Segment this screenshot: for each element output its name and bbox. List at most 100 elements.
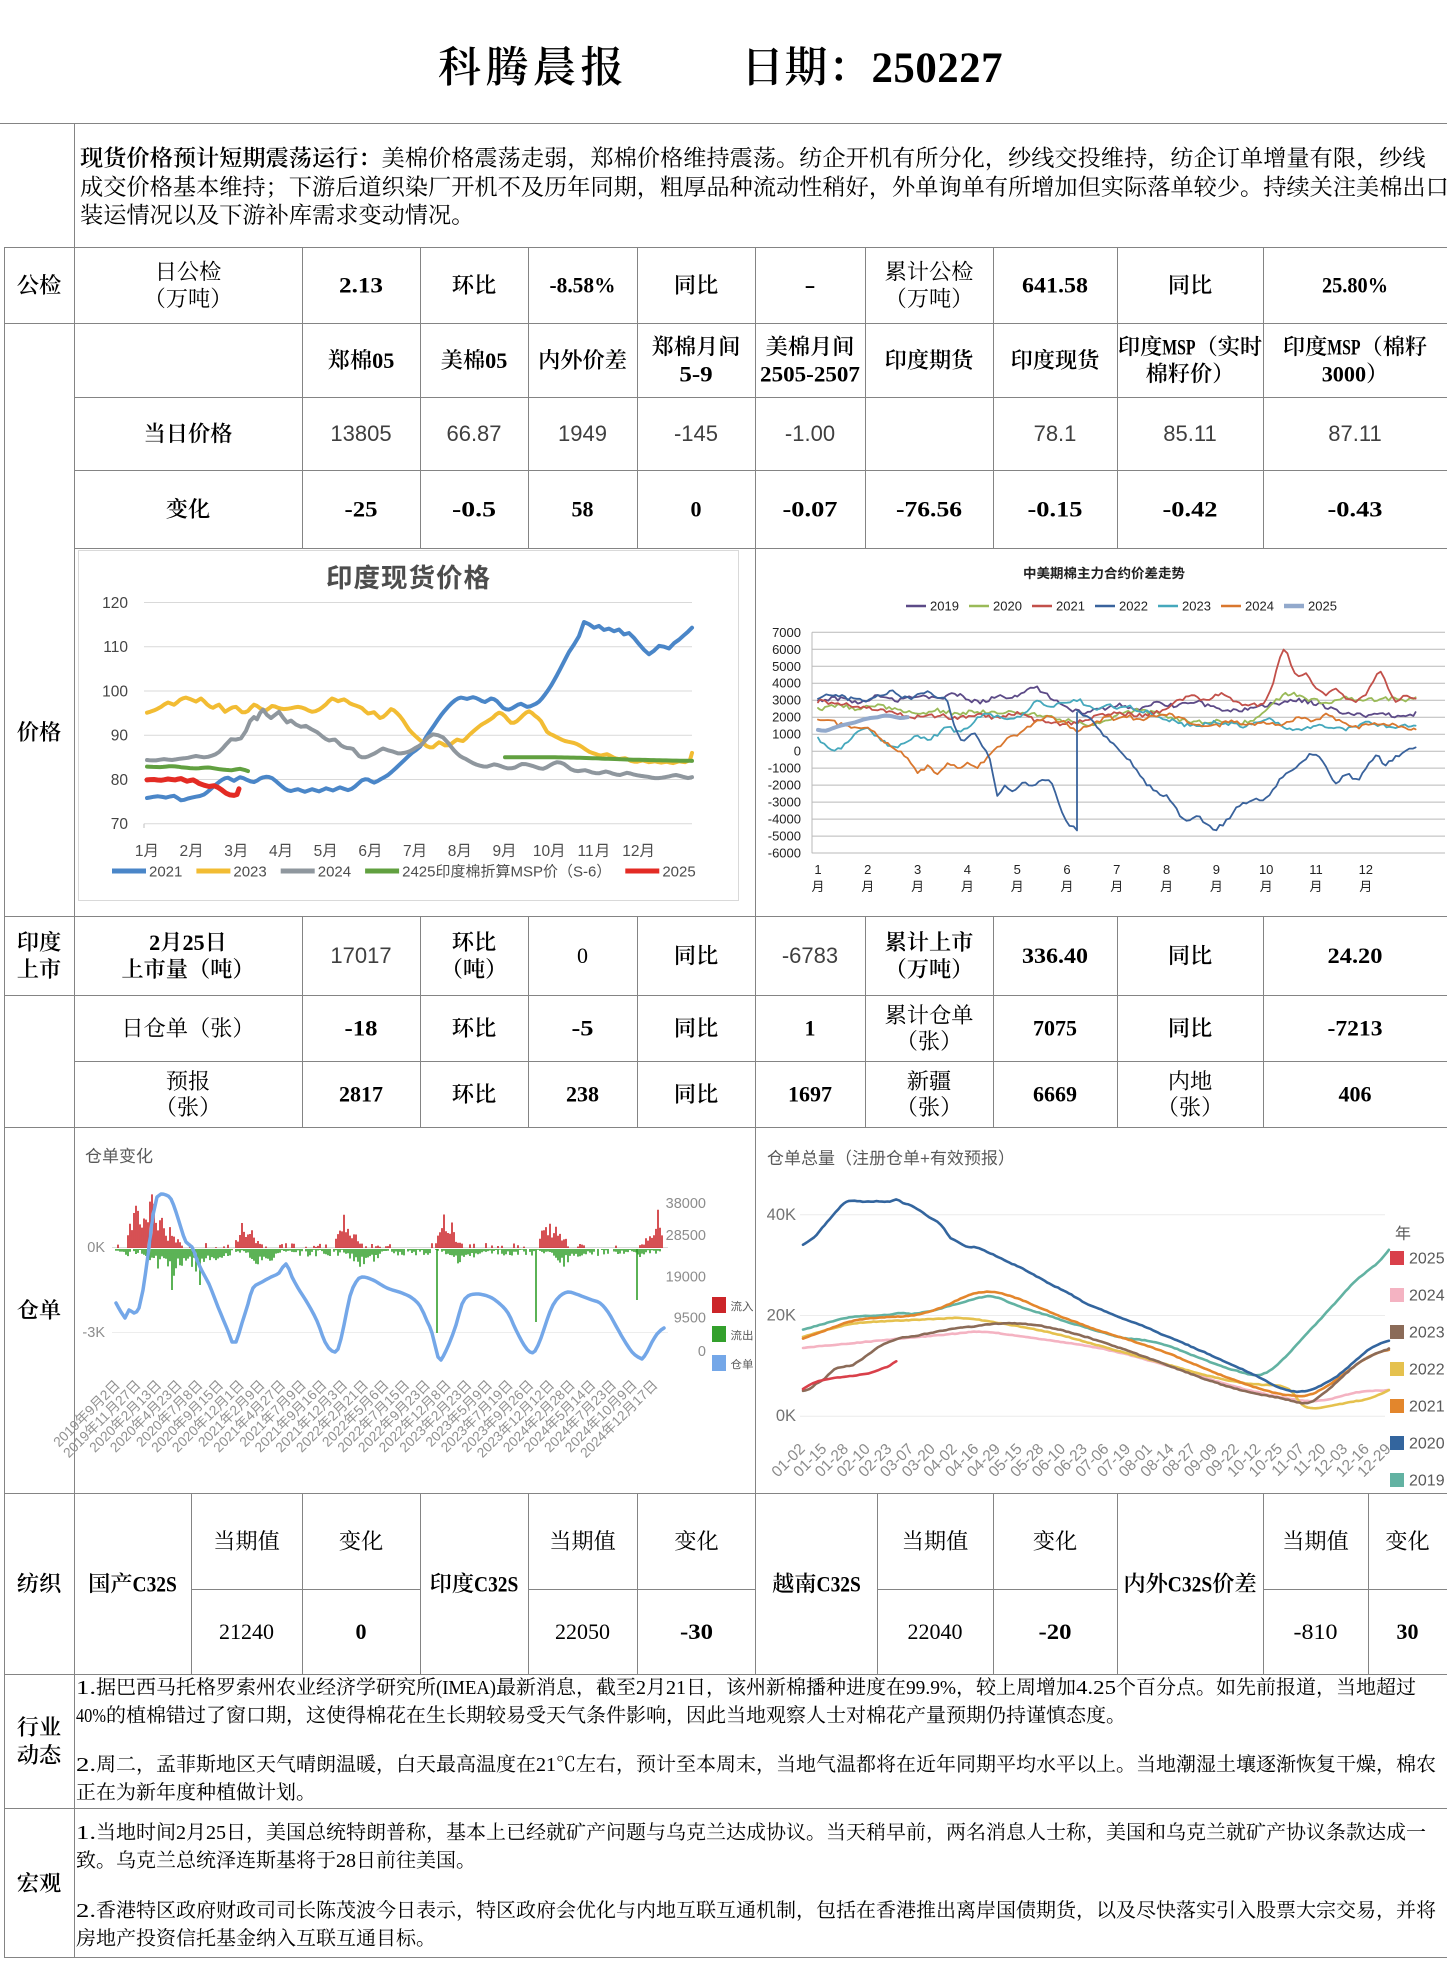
- svg-text:70: 70: [111, 816, 129, 833]
- svg-text:406: 406: [1339, 1082, 1372, 1107]
- svg-text:17017: 17017: [330, 943, 391, 968]
- svg-text:-76.56: -76.56: [896, 497, 962, 522]
- svg-text:1000: 1000: [772, 727, 801, 742]
- svg-text:0K: 0K: [776, 1407, 796, 1425]
- svg-text:21240: 21240: [219, 1619, 274, 1644]
- svg-text:28: 28: [336, 1850, 356, 1872]
- svg-text:-18: -18: [345, 1016, 378, 1041]
- svg-text:1: 1: [135, 843, 144, 860]
- svg-text:0: 0: [356, 1619, 367, 1644]
- svg-text:2024: 2024: [1409, 1288, 1445, 1305]
- svg-text:10: 10: [1259, 862, 1273, 877]
- svg-text:2817: 2817: [339, 1082, 383, 1107]
- svg-text:-1000: -1000: [768, 761, 801, 776]
- svg-text:2025: 2025: [1308, 599, 1337, 614]
- svg-text:2025: 2025: [1409, 1251, 1445, 1268]
- svg-text:1: 1: [805, 1016, 816, 1041]
- svg-text:-0.15: -0.15: [1028, 497, 1083, 522]
- svg-text:3: 3: [224, 843, 233, 860]
- svg-text:MSP: MSP: [1327, 334, 1360, 359]
- svg-text:2023: 2023: [1409, 1325, 1445, 1342]
- svg-text:1697: 1697: [788, 1082, 832, 1107]
- svg-text:20K: 20K: [767, 1307, 796, 1325]
- svg-text:90: 90: [111, 728, 129, 745]
- svg-text:250227: 250227: [872, 45, 1004, 92]
- svg-text:6: 6: [1063, 862, 1070, 877]
- svg-text:1.: 1.: [76, 1822, 96, 1844]
- svg-text:336.40: 336.40: [1022, 943, 1088, 968]
- svg-text:6: 6: [358, 843, 367, 860]
- svg-text:0: 0: [577, 943, 588, 968]
- svg-text:21: 21: [666, 1677, 686, 1699]
- svg-text:4000: 4000: [772, 676, 801, 691]
- svg-text:641.58: 641.58: [1022, 273, 1088, 298]
- svg-text:(IMEA): (IMEA): [436, 1677, 496, 1699]
- svg-text:1949: 1949: [558, 421, 607, 446]
- svg-text:-8.58%: -8.58%: [550, 273, 616, 298]
- svg-text:12: 12: [622, 843, 639, 860]
- svg-text:-6000: -6000: [768, 846, 801, 861]
- svg-text:-25: -25: [345, 497, 378, 522]
- svg-text:2000: 2000: [772, 710, 801, 725]
- svg-text:2025: 2025: [662, 864, 695, 881]
- svg-text:2021: 2021: [1056, 599, 1085, 614]
- svg-text:2020: 2020: [993, 599, 1022, 614]
- svg-text:C32S: C32S: [474, 1571, 518, 1596]
- svg-text:3000: 3000: [1322, 361, 1366, 386]
- svg-text:80: 80: [111, 772, 129, 789]
- svg-text:-5000: -5000: [768, 829, 801, 844]
- svg-text:11: 11: [1309, 862, 1323, 877]
- svg-text:21: 21: [536, 1754, 556, 1776]
- svg-text:25: 25: [182, 930, 204, 955]
- svg-text:100: 100: [102, 683, 128, 700]
- svg-text:MSP: MSP: [510, 864, 543, 881]
- svg-text:238: 238: [566, 1082, 599, 1107]
- svg-text:10: 10: [533, 843, 551, 860]
- svg-text:87.11: 87.11: [1328, 421, 1381, 446]
- svg-text:1: 1: [814, 862, 821, 877]
- svg-text:2.13: 2.13: [339, 273, 383, 298]
- svg-text:0: 0: [691, 497, 702, 522]
- svg-text:05: 05: [372, 348, 394, 373]
- svg-text:7000: 7000: [772, 625, 801, 640]
- svg-text:40K: 40K: [767, 1206, 796, 1224]
- svg-text:-4000: -4000: [768, 812, 801, 827]
- svg-text:C32S: C32S: [133, 1571, 177, 1596]
- svg-text:0: 0: [698, 1344, 706, 1360]
- svg-text:2023: 2023: [1182, 599, 1211, 614]
- svg-text:-: -: [805, 273, 816, 298]
- svg-text:2021: 2021: [149, 864, 182, 881]
- svg-text:-145: -145: [674, 421, 718, 446]
- svg-text:-0.43: -0.43: [1328, 497, 1383, 522]
- svg-text:7075: 7075: [1033, 1016, 1077, 1041]
- svg-text:05: 05: [485, 348, 507, 373]
- svg-text:-5: -5: [572, 1016, 594, 1041]
- svg-text:-7213: -7213: [1328, 1016, 1383, 1041]
- svg-text:8: 8: [448, 843, 457, 860]
- svg-text:30: 30: [1397, 1619, 1419, 1644]
- svg-text:-0.07: -0.07: [783, 497, 838, 522]
- svg-text:9: 9: [1213, 862, 1220, 877]
- svg-text:22040: 22040: [908, 1619, 963, 1644]
- svg-text:-0.5: -0.5: [452, 497, 496, 522]
- svg-text:19000: 19000: [666, 1270, 706, 1286]
- svg-text:2024: 2024: [1245, 599, 1274, 614]
- svg-text:-3K: -3K: [82, 1325, 105, 1341]
- svg-text:2: 2: [864, 862, 871, 877]
- svg-text:25: 25: [206, 1822, 226, 1844]
- svg-text:9500: 9500: [674, 1311, 706, 1327]
- svg-text:110: 110: [103, 639, 128, 656]
- svg-text:2019: 2019: [930, 599, 959, 614]
- svg-text:120: 120: [102, 595, 128, 612]
- svg-text:8: 8: [1163, 862, 1170, 877]
- svg-text:2021: 2021: [1409, 1399, 1445, 1416]
- svg-text:4: 4: [964, 862, 971, 877]
- svg-text:3000: 3000: [772, 693, 801, 708]
- svg-text:5-9: 5-9: [679, 361, 712, 386]
- svg-text:2022: 2022: [1119, 599, 1148, 614]
- svg-text:4.25: 4.25: [1076, 1677, 1116, 1699]
- svg-text:+: +: [920, 1149, 930, 1168]
- svg-text:-3000: -3000: [768, 795, 801, 810]
- svg-text:28500: 28500: [666, 1228, 706, 1244]
- svg-text:9: 9: [492, 843, 501, 860]
